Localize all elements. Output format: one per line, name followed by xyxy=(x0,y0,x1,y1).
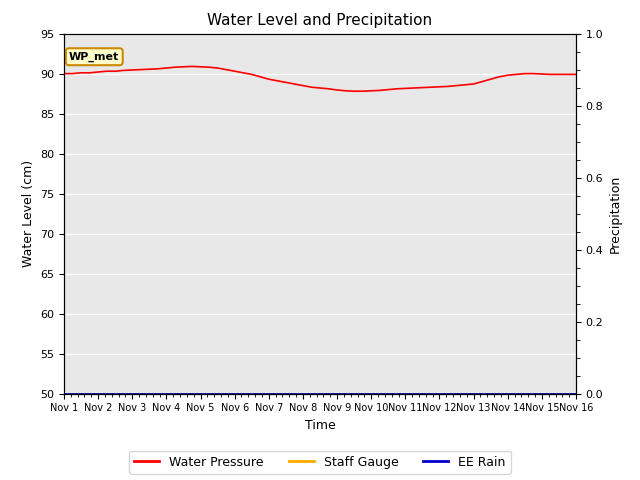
Text: WP_met: WP_met xyxy=(69,51,120,62)
Water Pressure xyxy=(521,71,529,76)
Y-axis label: Water Level (cm): Water Level (cm) xyxy=(22,160,35,267)
Water Pressure xyxy=(385,87,392,93)
X-axis label: Time: Time xyxy=(305,419,335,432)
Water Pressure xyxy=(342,88,349,94)
Water Pressure xyxy=(163,65,170,71)
Water Pressure xyxy=(60,71,68,76)
Water Pressure xyxy=(572,72,580,77)
Y-axis label: Precipitation: Precipitation xyxy=(609,174,622,253)
Water Pressure xyxy=(180,64,188,70)
Line: Water Pressure: Water Pressure xyxy=(64,66,576,91)
Water Pressure xyxy=(188,63,196,69)
Water Pressure xyxy=(248,72,255,77)
Water Pressure xyxy=(350,88,358,94)
Title: Water Level and Precipitation: Water Level and Precipitation xyxy=(207,13,433,28)
Legend: Water Pressure, Staff Gauge, EE Rain: Water Pressure, Staff Gauge, EE Rain xyxy=(129,451,511,474)
